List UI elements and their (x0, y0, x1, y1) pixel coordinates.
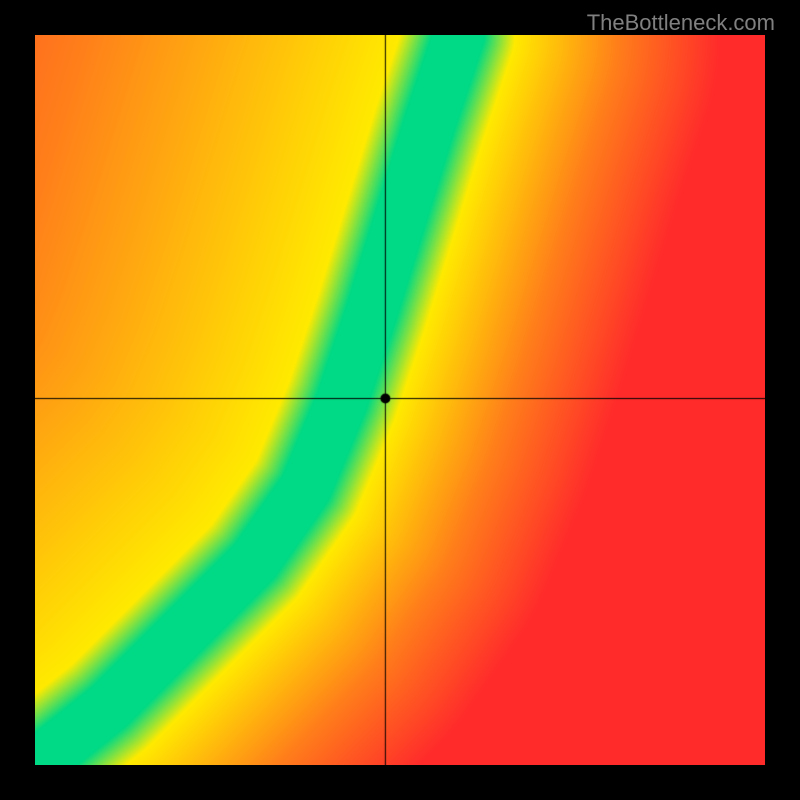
watermark-text: TheBottleneck.com (587, 10, 775, 36)
heatmap-canvas (35, 35, 765, 765)
